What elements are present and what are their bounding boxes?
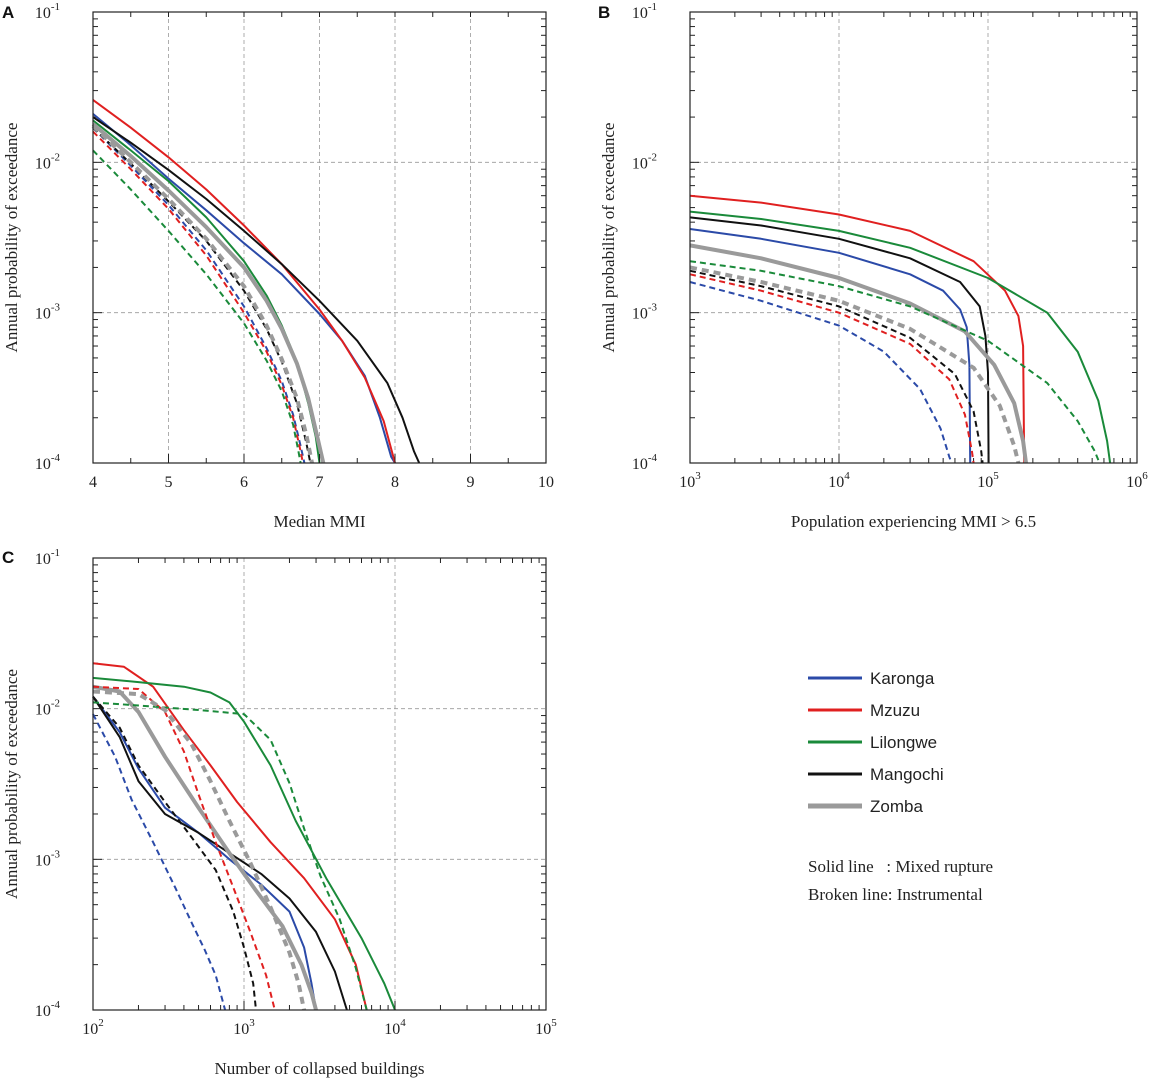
x-tick-label: 103	[233, 1017, 255, 1038]
tick-labels: 103 104 105 106 10-1 10-2 10-3 10-4	[632, 1, 1148, 491]
x-tick-label: 8	[391, 474, 399, 491]
x-axis-label: Number of collapsed buildings	[214, 1059, 424, 1078]
y-tick-label: 10-1	[35, 1, 60, 22]
note-solid-line: Solid line : Mixed rupture	[808, 857, 993, 876]
series-line-lilongwe-solid	[92, 119, 321, 464]
minor-ticks	[92, 12, 546, 463]
legend-label: Zomba	[870, 797, 923, 816]
x-tick-label: 9	[467, 474, 475, 491]
series-line-zomba-dashed	[92, 689, 307, 1011]
legend-entry-mzuzu: Mzuzu	[808, 701, 920, 720]
series-line-mzuzu-solid	[92, 662, 368, 1011]
minor-ticks	[93, 558, 546, 1010]
series-line-lilongwe-solid	[92, 676, 396, 1011]
x-tick-label: 104	[384, 1017, 406, 1038]
series-line-karonga-solid	[92, 113, 396, 464]
x-tick-label: 103	[679, 470, 701, 491]
series-line-karonga-dashed	[92, 713, 227, 1011]
series-line-mangochi-dashed	[689, 269, 984, 464]
series-line-lilongwe-dashed	[92, 701, 368, 1011]
y-tick-label: 10-4	[632, 452, 658, 473]
x-tick-label: 102	[82, 1017, 104, 1038]
series-line-zomba-dashed	[689, 265, 1021, 464]
y-axis-label: Annual probability of exceedance	[2, 669, 21, 899]
series-line-zomba-solid	[91, 122, 326, 464]
panel-b: B 103 104 105 106 10-1 10-2 10-3 10-4 Population …	[598, 1, 1148, 531]
plot-frame	[689, 11, 1138, 464]
series-line-zomba-dashed	[91, 124, 314, 464]
x-tick-label: 104	[828, 470, 850, 491]
gridlines	[93, 558, 546, 1010]
y-tick-label: 10-2	[632, 151, 657, 172]
x-tick-label: 105	[535, 1017, 557, 1038]
y-tick-label: 10-1	[35, 547, 60, 568]
series-line-zomba-solid	[92, 684, 318, 1011]
x-axis-label: Population experiencing MMI > 6.5	[791, 512, 1036, 531]
series-line-lilongwe-solid	[689, 210, 1112, 464]
legend-entry-karonga: Karonga	[808, 669, 935, 688]
panel-letter: B	[598, 3, 610, 22]
tick-labels: 102 103 104 105 10-1 10-2 10-3 10-4	[35, 547, 557, 1038]
x-tick-label: 10	[538, 474, 554, 491]
y-axis-label: Annual probability of exceedance	[2, 123, 21, 353]
x-tick-label: 106	[1126, 470, 1148, 491]
tick-labels: 4 5 6 7 8 9 10 10-1 10-2 10-3 10-4	[35, 1, 554, 491]
series-line-mangochi-dashed	[92, 126, 312, 464]
series-line-mzuzu-dashed	[689, 273, 975, 464]
series-line-karonga-solid	[689, 228, 972, 464]
panel-a: A 4 5 6 7 8 9 10 10-1 10-2 10-3 10-4 Median MMI Annua…	[2, 1, 554, 531]
gridlines	[690, 12, 1137, 463]
series-line-lilongwe-dashed	[92, 149, 302, 464]
plot-frame	[92, 557, 547, 1011]
series-line-mzuzu-solid	[689, 194, 1026, 464]
x-tick-label: 6	[240, 474, 248, 491]
series-line-mangochi-solid	[92, 116, 421, 464]
note-broken-line: Broken line: Instrumental	[808, 885, 983, 904]
minor-ticks	[690, 12, 1137, 463]
x-tick-label: 4	[89, 474, 97, 491]
legend-label: Lilongwe	[870, 733, 937, 752]
legend-label: Mangochi	[870, 765, 944, 784]
legend-entry-lilongwe: Lilongwe	[808, 733, 937, 752]
x-tick-label: 7	[316, 474, 324, 491]
series-group	[689, 194, 1112, 464]
y-tick-label: 10-1	[632, 1, 657, 22]
legend-label: Mzuzu	[870, 701, 920, 720]
panel-letter: A	[2, 3, 14, 22]
legend-entry-mangochi: Mangochi	[808, 765, 944, 784]
panel-c: C 102 103 104 105 10-1 10-2 10-3 10-4 Number of c…	[2, 547, 557, 1078]
y-axis-label: Annual probability of exceedance	[599, 123, 618, 353]
series-line-mangochi-solid	[689, 216, 990, 464]
series-line-karonga-solid	[92, 696, 317, 1011]
series-line-karonga-dashed	[689, 281, 953, 464]
panel-letter: C	[2, 548, 14, 567]
series-group	[92, 662, 396, 1011]
y-tick-label: 10-4	[35, 999, 61, 1020]
x-tick-label: 5	[165, 474, 173, 491]
gridlines	[93, 12, 546, 463]
y-tick-label: 10-3	[632, 302, 658, 323]
x-axis-label: Median MMI	[273, 512, 365, 531]
x-tick-label: 105	[977, 470, 999, 491]
legend: Karonga Mzuzu Lilongwe Mangochi Zomba So…	[808, 669, 993, 904]
series-line-lilongwe-dashed	[689, 260, 1101, 464]
y-tick-label: 10-4	[35, 452, 61, 473]
legend-label: Karonga	[870, 669, 935, 688]
series-group	[91, 99, 421, 464]
y-tick-label: 10-2	[35, 151, 60, 172]
series-line-mangochi-dashed	[92, 696, 257, 1011]
series-line-mzuzu-dashed	[92, 130, 304, 464]
y-tick-label: 10-3	[35, 848, 61, 869]
y-tick-label: 10-3	[35, 302, 61, 323]
series-line-karonga-dashed	[92, 126, 306, 464]
legend-entry-zomba: Zomba	[808, 797, 923, 816]
y-tick-label: 10-2	[35, 698, 60, 719]
